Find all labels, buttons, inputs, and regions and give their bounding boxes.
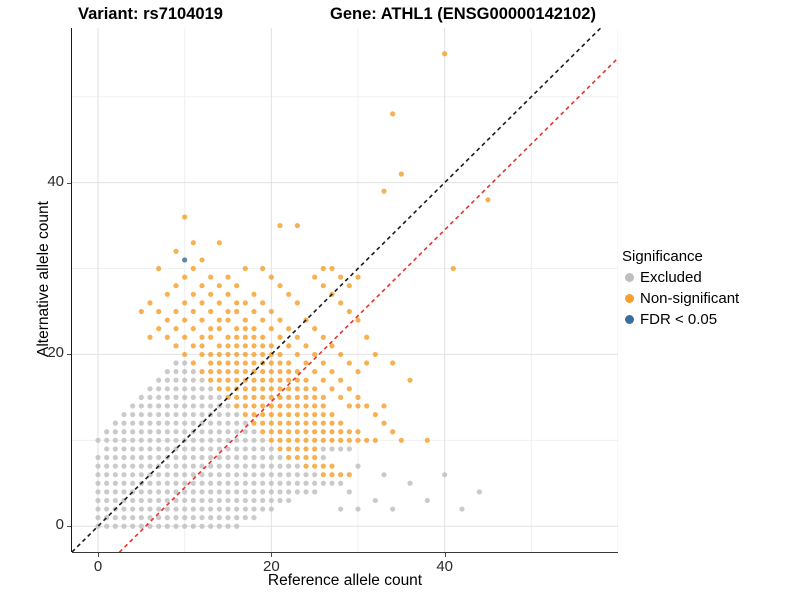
scatter-canvas bbox=[72, 28, 618, 552]
title-row: Variant: rs7104019 Gene: ATHL1 (ENSG0000… bbox=[0, 2, 800, 28]
legend-item-non-significant[interactable]: Non-significant bbox=[622, 288, 797, 309]
y-tick-label: 40 bbox=[47, 172, 64, 190]
y-tick bbox=[67, 354, 71, 356]
y-axis-ticks: 0 20 40 bbox=[18, 0, 71, 600]
legend-item-excluded[interactable]: Excluded bbox=[622, 267, 797, 288]
y-tick bbox=[67, 182, 71, 184]
x-tick bbox=[98, 553, 99, 557]
y-axis-line bbox=[71, 28, 72, 552]
x-tick-label: 40 bbox=[436, 558, 453, 575]
legend-label-excluded: Excluded bbox=[640, 269, 702, 286]
y-tick bbox=[67, 526, 71, 528]
series-fdr-0-05 bbox=[182, 257, 188, 263]
legend-title: Significance bbox=[622, 248, 703, 265]
x-axis-label: Reference allele count bbox=[267, 572, 423, 589]
x-tick-label: 0 bbox=[93, 558, 103, 575]
legend-label-non-significant: Non-significant bbox=[640, 290, 740, 307]
x-tick-label: 20 bbox=[262, 558, 280, 575]
legend-item-fdr[interactable]: FDR < 0.05 bbox=[622, 309, 797, 330]
x-axis-line bbox=[72, 552, 618, 553]
y-tick-label: 0 bbox=[55, 516, 64, 534]
legend-dot-fdr bbox=[625, 315, 634, 324]
legend-dot-non-significant bbox=[625, 294, 634, 303]
fitted-line bbox=[118, 57, 618, 552]
series-excluded bbox=[95, 360, 482, 529]
x-tick bbox=[271, 553, 273, 557]
plot-panel bbox=[72, 28, 618, 552]
gene-title: Gene: ATHL1 (ENSG00000142102) bbox=[330, 5, 596, 23]
x-tick bbox=[444, 553, 446, 557]
legend: Significance Excluded Non-significant FD… bbox=[622, 248, 797, 330]
legend-label-fdr: FDR < 0.05 bbox=[640, 311, 718, 328]
identity-line bbox=[72, 28, 602, 552]
legend-dot-excluded bbox=[625, 273, 634, 282]
y-tick-label: 20 bbox=[47, 344, 64, 362]
major-gridlines bbox=[72, 28, 618, 552]
variant-title: Variant: rs7104019 bbox=[78, 5, 223, 23]
